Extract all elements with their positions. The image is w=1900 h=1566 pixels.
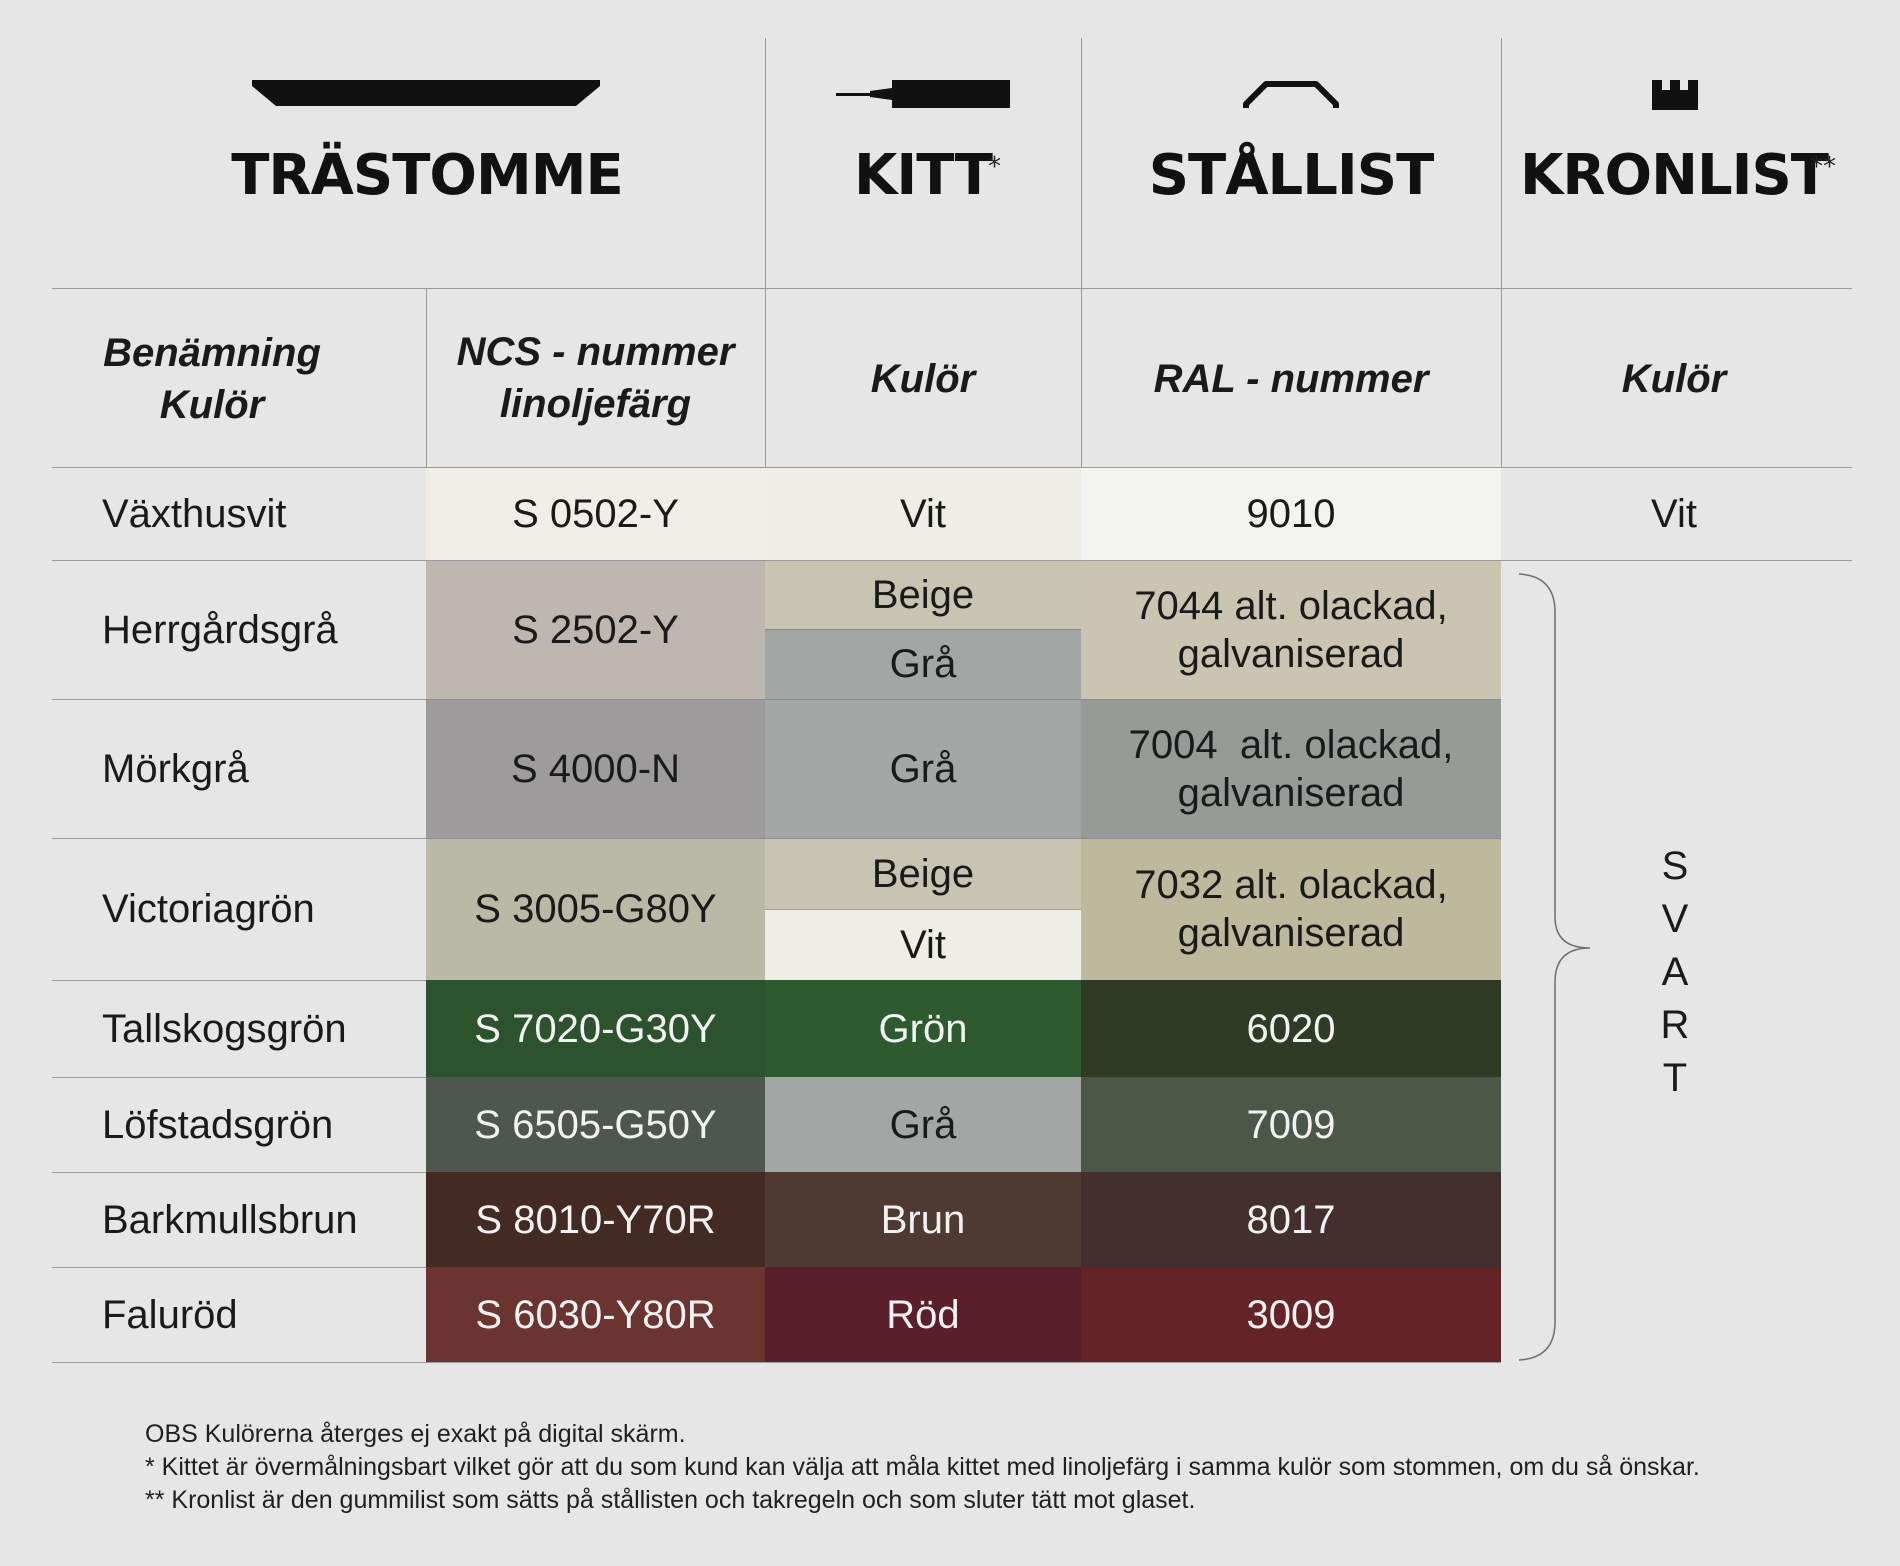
table-row-name-tallskogsgron: Tallskogsgrön bbox=[102, 1006, 347, 1051]
divider bbox=[426, 288, 427, 468]
table-row-name-victoriagron: Victoriagrön bbox=[102, 887, 315, 931]
kitt-cell-vaxthusvit: Vit bbox=[765, 467, 1081, 560]
subheader-kronlist-kulor: Kulör bbox=[1621, 356, 1727, 401]
ral-code-herrgardsgra: 7044 alt. olackad, bbox=[1134, 583, 1448, 628]
subheader-ral: RAL - nummer bbox=[1153, 356, 1429, 401]
divider bbox=[765, 38, 766, 467]
kitt-cell-victoriagron-vit: Vit bbox=[765, 909, 1081, 980]
divider bbox=[52, 467, 1852, 468]
ral-alt-morkgra: galvaniserad bbox=[1177, 770, 1405, 815]
subheader-benamning-label: Benämning bbox=[103, 330, 321, 375]
divider bbox=[52, 1362, 1501, 1363]
divider bbox=[52, 1267, 426, 1268]
header-kitt: KITT bbox=[854, 143, 993, 208]
kitt-cell-morkgra: Grå bbox=[765, 699, 1081, 838]
kronlist-svart-label: S V A R T bbox=[1640, 840, 1710, 1105]
svart-letter: T bbox=[1662, 1056, 1688, 1100]
divider bbox=[1081, 38, 1082, 467]
table-row-name-morkgra: Mörkgrå bbox=[102, 746, 249, 791]
kitt-cell-lofstadsgron: Grå bbox=[765, 1077, 1081, 1172]
kronlist-footnote-mark: ** bbox=[1810, 152, 1836, 182]
table-row-name-barkmullsbrun: Barkmullsbrun bbox=[102, 1197, 358, 1242]
ral-alt-herrgardsgra: galvaniserad bbox=[1177, 631, 1405, 676]
ncs-cell-lofstadsgron: S 6505-G50Y bbox=[426, 1077, 765, 1172]
footnote-obs: OBS Kulörerna återges ej exakt på digita… bbox=[145, 1420, 686, 1448]
kitt-cell-falurod: Röd bbox=[765, 1267, 1081, 1362]
divider bbox=[52, 980, 426, 981]
cell-divider bbox=[765, 909, 1081, 910]
ral-cell-herrgardsgra: 7044 alt. olackad, galvaniserad bbox=[1081, 560, 1501, 699]
divider bbox=[52, 560, 1852, 561]
cell-divider bbox=[765, 629, 1081, 630]
footnote-kitt: * Kittet är övermålningsbart vilket gör … bbox=[145, 1453, 1700, 1481]
kitt-cell-barkmullsbrun: Brun bbox=[765, 1172, 1081, 1267]
divider bbox=[52, 288, 1852, 289]
ral-cell-lofstadsgron: 7009 bbox=[1081, 1077, 1501, 1172]
subheader-benamning-kulor: Kulör bbox=[159, 382, 265, 427]
footnotes: OBS Kulörerna återges ej exakt på digita… bbox=[145, 1418, 1700, 1517]
ncs-cell-herrgardsgra: S 2502-Y bbox=[426, 560, 765, 699]
ncs-cell-vaxthusvit: S 0502-Y bbox=[426, 467, 765, 560]
ncs-cell-falurod: S 6030-Y80R bbox=[426, 1267, 765, 1362]
footnote-kronlist: ** Kronlist är den gummilist som sätts p… bbox=[145, 1486, 1196, 1514]
subheader-ncs-sub: linoljefärg bbox=[499, 381, 692, 426]
svart-letter: R bbox=[1660, 1003, 1690, 1047]
subheader-ncs: NCS - nummer linoljefärg bbox=[426, 290, 765, 465]
kitt-cell-herrgardsgra-beige: Beige bbox=[765, 560, 1081, 629]
ral-code-morkgra: 7004 alt. olackad, bbox=[1128, 722, 1454, 767]
table-row-name-falurod: Faluröd bbox=[102, 1292, 238, 1337]
ral-cell-falurod: 3009 bbox=[1081, 1267, 1501, 1362]
subheader-kitt-kulor: Kulör bbox=[870, 356, 976, 401]
putty-knife-icon bbox=[836, 80, 1010, 108]
table-row-name-vaxthusvit: Växthusvit bbox=[102, 491, 287, 536]
kitt-footnote-mark: * bbox=[988, 152, 1001, 182]
kitt-cell-herrgardsgra-gra: Grå bbox=[765, 629, 1081, 699]
ncs-cell-tallskogsgron: S 7020-G30Y bbox=[426, 980, 765, 1077]
header-kronlist: KRONLIST bbox=[1519, 143, 1829, 208]
ral-cell-tallskogsgron: 6020 bbox=[1081, 980, 1501, 1077]
divider bbox=[52, 838, 426, 839]
divider bbox=[52, 1172, 426, 1173]
subheader-benamning: Benämning Kulör bbox=[52, 290, 372, 467]
cell-divider bbox=[426, 699, 1501, 700]
kitt-cell-tallskogsgron: Grön bbox=[765, 980, 1081, 1077]
svart-letter: A bbox=[1661, 950, 1689, 994]
ral-code-victoriagron: 7032 alt. olackad, bbox=[1134, 863, 1448, 907]
ncs-cell-barkmullsbrun: S 8010-Y70R bbox=[426, 1172, 765, 1267]
ncs-cell-victoriagron: S 3005-G80Y bbox=[426, 838, 765, 980]
kitt-cell-victoriagron-beige: Beige bbox=[765, 838, 1081, 909]
divider bbox=[1501, 38, 1502, 467]
ral-cell-victoriagron: 7032 alt. olackad, galvaniserad bbox=[1081, 838, 1501, 980]
kronlist-cell-vaxthusvit: Vit bbox=[1651, 491, 1697, 536]
steel-bar-profile-icon bbox=[1243, 81, 1339, 108]
ncs-cell-morkgra: S 4000-N bbox=[426, 699, 765, 838]
table-row-name-lofstadsgron: Löfstadsgrön bbox=[102, 1102, 334, 1147]
header-trastomme: TRÄSTOMME bbox=[231, 143, 624, 208]
divider bbox=[52, 699, 426, 700]
wooden-frame-profile-icon bbox=[252, 80, 600, 106]
curly-brace-icon bbox=[1518, 573, 1591, 1361]
svart-letter: V bbox=[1661, 897, 1689, 941]
table-row-name-herrgardsgra: Herrgårdsgrå bbox=[102, 607, 338, 652]
header-stallist: STÅLLIST bbox=[1148, 143, 1435, 208]
cell-divider bbox=[426, 838, 1501, 839]
ral-cell-barkmullsbrun: 8017 bbox=[1081, 1172, 1501, 1267]
ral-cell-morkgra: 7004 alt. olackad, galvaniserad bbox=[1081, 699, 1501, 838]
svart-letter: S bbox=[1661, 844, 1689, 888]
ral-alt-victoriagron: galvaniserad bbox=[1177, 911, 1405, 955]
divider bbox=[52, 1077, 426, 1078]
ral-cell-vaxthusvit: 9010 bbox=[1081, 467, 1501, 560]
subheader-ncs-label: NCS - nummer bbox=[456, 329, 735, 374]
crown-strip-profile-icon bbox=[1652, 80, 1698, 110]
